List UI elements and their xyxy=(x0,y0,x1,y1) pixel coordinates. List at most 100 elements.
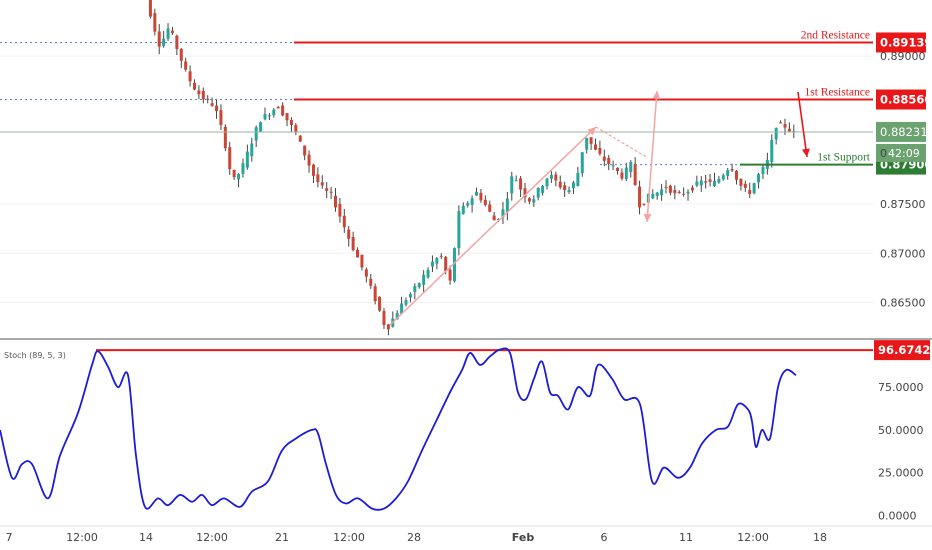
candle-body xyxy=(523,188,527,198)
time-tick-label: 14 xyxy=(139,531,153,544)
candle-body xyxy=(369,278,373,286)
candle-body xyxy=(743,183,747,188)
candle-body xyxy=(166,28,170,39)
stoch-tick-label: 75.0000 xyxy=(878,381,924,394)
candle-body xyxy=(629,161,633,172)
candle-body xyxy=(563,185,567,191)
annotation-arrows xyxy=(389,90,810,326)
candle-body xyxy=(527,198,531,202)
res1-label: 1st Resistance xyxy=(805,87,870,99)
candle-body xyxy=(223,126,227,149)
candle-body xyxy=(783,123,787,128)
candle-body xyxy=(148,0,152,17)
candle-body xyxy=(404,300,408,305)
candle-body xyxy=(311,164,315,176)
candle-body xyxy=(598,148,602,154)
candle-body xyxy=(492,215,496,221)
candle-body xyxy=(281,105,285,116)
candle-body xyxy=(779,122,783,124)
time-tick-label: Feb xyxy=(512,531,535,544)
candle-body xyxy=(179,48,183,61)
candle-body xyxy=(580,152,584,174)
candle-body xyxy=(571,182,575,189)
candle-body xyxy=(228,147,232,170)
candle-body xyxy=(417,283,421,288)
candle-body xyxy=(567,189,571,193)
candle-body xyxy=(545,178,549,187)
price-tick-label: 0.86500 xyxy=(880,297,926,310)
time-tick-label: 21 xyxy=(275,531,289,544)
candle-body xyxy=(541,186,545,194)
current-price-badge xyxy=(876,121,926,142)
candle-body xyxy=(483,199,487,205)
candle-body xyxy=(444,256,448,272)
candle-body xyxy=(347,229,351,239)
res1-badge xyxy=(876,89,926,110)
candle-body xyxy=(448,269,452,281)
candle-body xyxy=(770,140,774,163)
candle-body xyxy=(682,193,686,195)
candle-body xyxy=(611,165,615,167)
candle-body xyxy=(748,189,752,194)
candle-body xyxy=(395,313,399,320)
stochastic-pane: Stoch (89, 5, 3) xyxy=(0,347,873,511)
candle-body xyxy=(320,182,324,186)
sup1-label: 1st Support xyxy=(817,152,871,164)
candle-body xyxy=(430,261,434,267)
candle-body xyxy=(470,198,474,205)
candle-body xyxy=(382,311,386,325)
time-tick-label: 12:00 xyxy=(333,531,365,544)
price-grid xyxy=(0,55,873,304)
stoch-line xyxy=(0,347,797,511)
candle-body xyxy=(338,203,342,217)
candle-body xyxy=(624,167,628,180)
candlestick-series xyxy=(148,0,796,336)
candle-body xyxy=(329,191,333,193)
candle-body xyxy=(757,174,761,183)
candle-body xyxy=(408,294,412,298)
res2-badge-text: 0.89139 xyxy=(880,35,932,49)
candle-body xyxy=(699,180,703,186)
candle-body xyxy=(712,180,716,187)
trend-arrow-head xyxy=(587,127,596,136)
candle-body xyxy=(184,61,188,70)
candle-body xyxy=(250,143,254,157)
candle-body xyxy=(298,135,302,142)
candle-body xyxy=(153,13,157,32)
candle-body xyxy=(289,119,293,126)
candle-body xyxy=(558,181,562,188)
candle-body xyxy=(267,115,271,117)
candle-body xyxy=(690,187,694,191)
candle-body xyxy=(413,286,417,292)
candle-body xyxy=(488,204,492,212)
candle-body xyxy=(510,176,514,194)
candle-body xyxy=(435,258,439,264)
current-price-text: 0.88231 xyxy=(880,125,928,139)
candle-body xyxy=(721,175,725,180)
candle-body xyxy=(426,269,430,278)
candle-body xyxy=(245,151,249,168)
stoch-axis-bg xyxy=(874,340,932,526)
candle-body xyxy=(655,192,659,196)
candle-body xyxy=(479,192,483,201)
candle-body xyxy=(188,71,192,82)
candle-body xyxy=(774,128,778,140)
projection-arrow-head-up xyxy=(652,91,661,100)
candle-body xyxy=(660,189,664,196)
trend-arrow xyxy=(389,126,597,326)
candle-body xyxy=(532,199,536,203)
candle-body xyxy=(170,30,174,34)
candle-body xyxy=(554,174,558,181)
candle-body xyxy=(157,31,161,47)
candle-body xyxy=(272,109,276,116)
res1-badge-text: 0.88560 xyxy=(880,93,932,107)
candle-body xyxy=(726,170,730,176)
candle-body xyxy=(201,90,205,100)
candle-body xyxy=(549,174,553,179)
candle-body xyxy=(514,180,518,182)
stoch-tick-label: 50.0000 xyxy=(878,424,924,437)
candle-body xyxy=(378,296,382,311)
candle-body xyxy=(589,137,593,144)
candle-body xyxy=(439,255,443,257)
